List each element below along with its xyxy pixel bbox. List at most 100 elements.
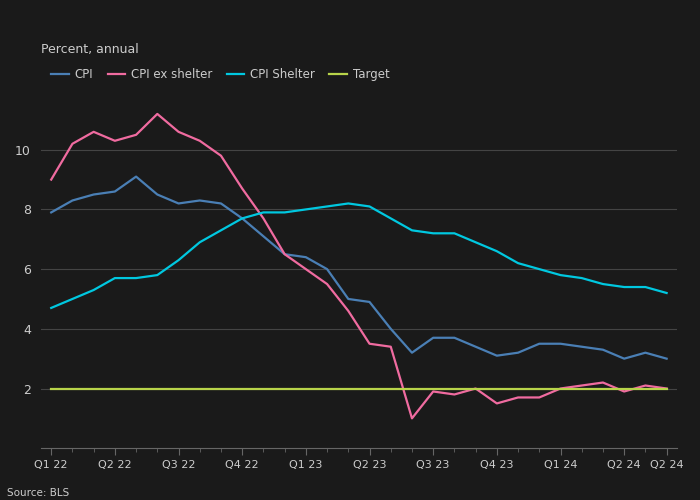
Target <box>302 386 310 392</box>
Target <box>132 386 140 392</box>
CPI <box>217 200 225 206</box>
CPI <box>132 174 140 180</box>
CPI ex shelter <box>365 340 374 346</box>
CPI ex shelter <box>556 386 565 392</box>
Legend: CPI, CPI ex shelter, CPI Shelter, Target: CPI, CPI ex shelter, CPI Shelter, Target <box>46 64 395 86</box>
CPI Shelter <box>47 305 55 311</box>
CPI ex shelter <box>514 394 522 400</box>
CPI <box>302 254 310 260</box>
CPI ex shelter <box>344 308 353 314</box>
CPI Shelter <box>132 275 140 281</box>
CPI ex shelter <box>578 382 586 388</box>
CPI Shelter <box>344 200 353 206</box>
CPI ex shelter <box>195 138 204 144</box>
CPI Shelter <box>195 240 204 246</box>
CPI ex shelter <box>174 129 183 135</box>
CPI ex shelter <box>217 152 225 158</box>
Target <box>535 386 543 392</box>
CPI <box>323 266 331 272</box>
CPI ex shelter <box>302 266 310 272</box>
CPI <box>153 192 162 198</box>
Target <box>662 386 671 392</box>
Target <box>111 386 119 392</box>
CPI ex shelter <box>153 111 162 117</box>
CPI Shelter <box>535 266 543 272</box>
Text: Source: BLS: Source: BLS <box>7 488 69 498</box>
CPI ex shelter <box>47 176 55 182</box>
CPI ex shelter <box>68 141 76 147</box>
CPI <box>47 210 55 216</box>
CPI <box>578 344 586 349</box>
CPI Shelter <box>365 204 374 210</box>
CPI <box>662 356 671 362</box>
CPI ex shelter <box>471 386 480 392</box>
CPI <box>90 192 98 198</box>
Target <box>47 386 55 392</box>
Line: CPI Shelter: CPI Shelter <box>51 204 666 308</box>
CPI Shelter <box>641 284 650 290</box>
CPI <box>471 344 480 349</box>
CPI Shelter <box>386 216 395 222</box>
CPI <box>620 356 629 362</box>
CPI ex shelter <box>90 129 98 135</box>
CPI Shelter <box>429 230 438 236</box>
CPI Shelter <box>493 248 501 254</box>
CPI Shelter <box>153 272 162 278</box>
CPI ex shelter <box>535 394 543 400</box>
CPI ex shelter <box>493 400 501 406</box>
CPI Shelter <box>471 240 480 246</box>
CPI Shelter <box>302 206 310 212</box>
CPI <box>238 216 246 222</box>
CPI Shelter <box>259 210 267 216</box>
CPI Shelter <box>556 272 565 278</box>
CPI <box>450 335 459 341</box>
CPI ex shelter <box>238 186 246 192</box>
Line: CPI: CPI <box>51 176 666 358</box>
Target <box>365 386 374 392</box>
CPI <box>344 296 353 302</box>
CPI Shelter <box>238 216 246 222</box>
CPI ex shelter <box>408 416 416 422</box>
CPI <box>195 198 204 203</box>
Target <box>90 386 98 392</box>
CPI <box>429 335 438 341</box>
Target <box>641 386 650 392</box>
CPI ex shelter <box>641 382 650 388</box>
CPI ex shelter <box>450 392 459 398</box>
CPI Shelter <box>217 228 225 234</box>
CPI ex shelter <box>386 344 395 349</box>
CPI Shelter <box>174 257 183 263</box>
CPI ex shelter <box>598 380 607 386</box>
Target <box>323 386 331 392</box>
Target <box>620 386 629 392</box>
CPI <box>535 340 543 346</box>
Target <box>174 386 183 392</box>
CPI Shelter <box>68 296 76 302</box>
CPI <box>556 340 565 346</box>
CPI ex shelter <box>132 132 140 138</box>
CPI ex shelter <box>662 386 671 392</box>
Target <box>153 386 162 392</box>
CPI Shelter <box>598 281 607 287</box>
Target <box>514 386 522 392</box>
CPI Shelter <box>578 275 586 281</box>
Target <box>386 386 395 392</box>
Target <box>408 386 416 392</box>
Target <box>281 386 289 392</box>
CPI <box>493 352 501 358</box>
CPI Shelter <box>620 284 629 290</box>
CPI <box>386 326 395 332</box>
CPI <box>408 350 416 356</box>
CPI ex shelter <box>281 251 289 257</box>
Target <box>556 386 565 392</box>
CPI Shelter <box>281 210 289 216</box>
Target <box>217 386 225 392</box>
Target <box>471 386 480 392</box>
CPI <box>514 350 522 356</box>
Target <box>578 386 586 392</box>
Target <box>238 386 246 392</box>
Target <box>493 386 501 392</box>
CPI Shelter <box>111 275 119 281</box>
Target <box>344 386 353 392</box>
CPI <box>281 251 289 257</box>
